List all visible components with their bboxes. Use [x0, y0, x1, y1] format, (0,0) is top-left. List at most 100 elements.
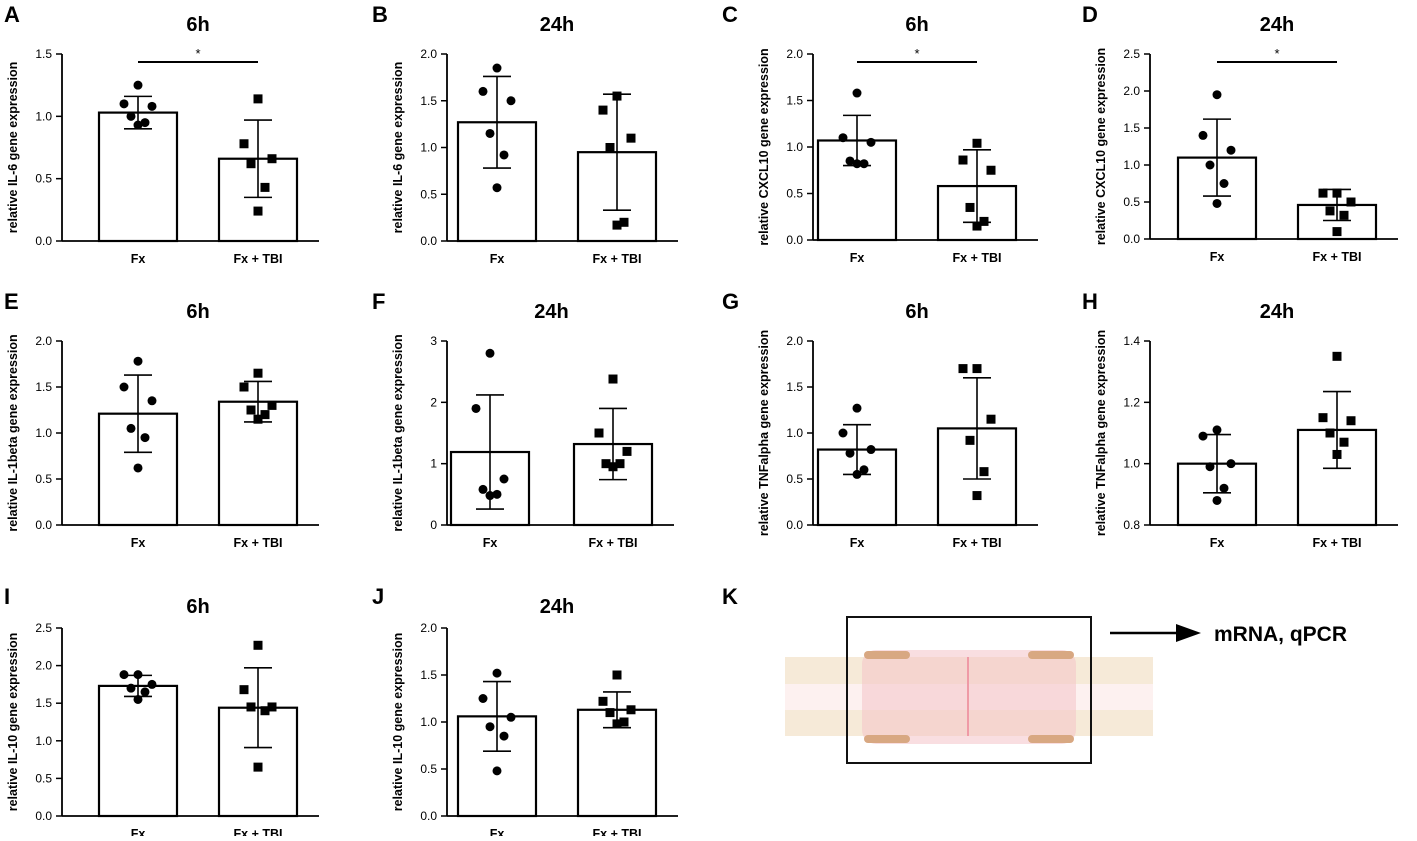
data-point [612, 91, 622, 101]
x-tick-label: Fx [1210, 250, 1225, 264]
x-tick-label: Fx + TBI [234, 827, 283, 836]
data-point [1219, 179, 1229, 188]
data-point [958, 364, 968, 374]
data-point [471, 403, 481, 413]
data-point [246, 159, 256, 169]
data-point [866, 445, 876, 455]
y-tick-label: 1.0 [786, 140, 803, 154]
data-point [485, 491, 495, 501]
y-axis-label: relative TNFalpha gene expression [757, 330, 771, 536]
y-tick-label: 0.8 [1123, 518, 1140, 532]
x-tick-label: Fx + TBI [953, 536, 1002, 550]
data-point [1346, 416, 1356, 426]
data-point [506, 96, 516, 106]
data-point [619, 717, 629, 727]
data-point [119, 99, 129, 109]
x-tick-label: Fx + TBI [593, 252, 642, 266]
data-point [492, 63, 502, 73]
x-tick-label: Fx [131, 252, 146, 266]
y-tick-label: 1.0 [420, 715, 437, 729]
data-point [485, 128, 495, 138]
y-tick-label: 1 [430, 457, 437, 471]
chart-panel-f: F 24h 0 1 2 3 relative IL-1beta gene expressio… [372, 289, 674, 550]
data-point [133, 356, 143, 366]
data-point [267, 154, 277, 164]
panel-label: I [4, 584, 10, 609]
data-point [859, 159, 869, 169]
y-tick-label: 0.5 [786, 187, 803, 201]
y-axis-label: relative IL-10 gene expression [391, 633, 405, 812]
bar [97, 111, 179, 243]
callus-bottom-left [864, 735, 910, 743]
x-tick-label: Fx [1210, 536, 1225, 550]
data-point [626, 133, 636, 143]
data-point [492, 668, 502, 678]
data-point [1339, 437, 1349, 447]
x-tick-label: Fx + TBI [1313, 250, 1362, 264]
y-axis-label: relative IL-6 gene expression [391, 62, 405, 234]
y-tick-label: 1.0 [35, 109, 52, 123]
y-tick-label: 2.0 [420, 621, 437, 635]
chart-panel-e: E 6h 0.0 0.5 1.0 1.5 2.0 relative IL-1beta gene… [4, 289, 319, 550]
y-tick-label: 1.5 [420, 94, 437, 108]
y-tick-label: 3 [430, 334, 437, 348]
data-point [119, 382, 129, 392]
y-tick-label: 0.0 [420, 809, 437, 823]
data-point [965, 435, 975, 445]
chart-title: 24h [534, 301, 568, 323]
data-point [239, 382, 249, 392]
x-tick-label: Fx + TBI [234, 536, 283, 550]
data-point [1198, 431, 1208, 441]
y-tick-label: 1.2 [1123, 395, 1140, 409]
data-point [852, 88, 862, 98]
data-point [1332, 188, 1342, 198]
data-point [601, 459, 611, 469]
data-point [1212, 198, 1222, 208]
data-point [239, 685, 249, 695]
data-point [499, 474, 509, 484]
y-tick-label: 1.5 [35, 696, 52, 710]
y-tick-label: 1.0 [35, 734, 52, 748]
x-tick-label: Fx [131, 536, 146, 550]
data-point [972, 138, 982, 148]
data-point [147, 101, 157, 111]
data-point [126, 683, 136, 693]
data-point [1332, 449, 1342, 459]
panel-label: F [372, 289, 385, 314]
chart-title: 24h [1260, 14, 1294, 36]
y-tick-label: 2 [430, 395, 437, 409]
data-point [1212, 495, 1222, 505]
data-point [133, 80, 143, 90]
y-tick-label: 1.5 [35, 380, 52, 394]
data-point [1318, 188, 1328, 198]
y-tick-label: 0.0 [35, 809, 52, 823]
data-point [608, 462, 618, 472]
data-point [253, 368, 263, 378]
data-point [845, 156, 855, 166]
data-point [140, 433, 150, 443]
y-tick-label: 0.0 [786, 233, 803, 247]
significance-marker: * [1274, 46, 1279, 61]
data-point [1226, 459, 1236, 469]
data-point [838, 428, 848, 438]
data-point [253, 762, 263, 772]
x-tick-label: Fx + TBI [234, 252, 283, 266]
y-tick-label: 1.0 [420, 141, 437, 155]
data-point [986, 414, 996, 424]
panel-label: H [1082, 289, 1098, 314]
data-point [246, 405, 256, 415]
y-tick-label: 1.5 [786, 94, 803, 108]
data-point [979, 467, 989, 477]
data-point [119, 670, 129, 680]
data-point [485, 348, 495, 358]
data-point [612, 670, 622, 680]
data-point [845, 448, 855, 458]
data-point [492, 489, 502, 499]
data-point [598, 105, 608, 115]
data-point [1325, 206, 1335, 216]
y-tick-label: 0.5 [35, 172, 52, 186]
data-point [626, 705, 636, 715]
data-point [1332, 227, 1342, 237]
chart-title: 6h [186, 301, 209, 323]
